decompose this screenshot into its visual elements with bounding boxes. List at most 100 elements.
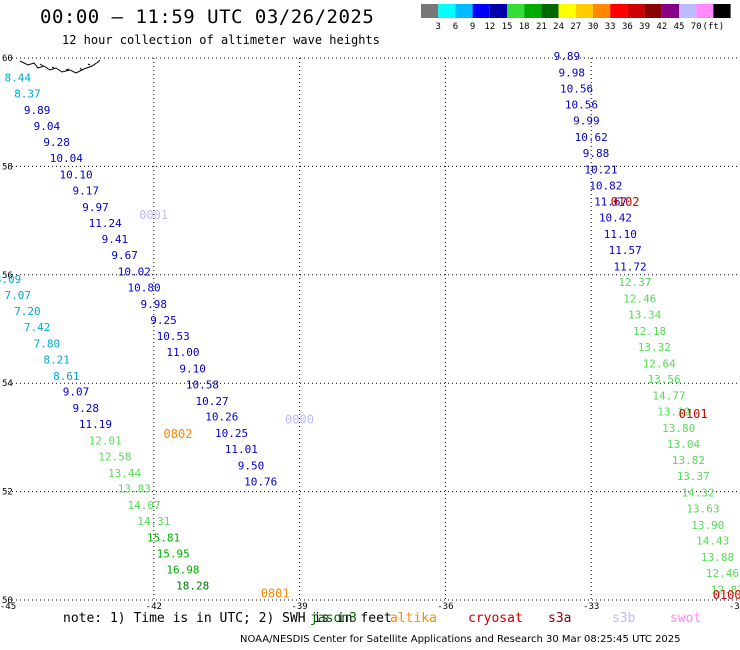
footer-note: note: 1) Time is in UTC; 2) SWH is in fe… [63,611,392,626]
wave-height-label: 9.98 [559,66,586,79]
wave-height-label: 13.90 [691,519,724,532]
colorbar-swatch [472,4,490,18]
y-tick-label: 58 [2,162,13,172]
wave-height-label: 10.02 [118,265,151,278]
wave-height-label: 12.37 [618,276,651,289]
axis-tick-labels: -45 -42 -39 -36 -33 -30 50 52 54 56 58 60 [0,54,740,610]
y-tick-label: 56 [2,271,13,281]
wave-height-label: 7.80 [34,337,61,350]
wave-height-label: 11.57 [609,244,642,257]
colorbar-tick-label: 12 [484,22,495,32]
colorbar-swatch [644,4,662,18]
colorbar-tick-label: (ft) [703,22,725,32]
wave-height-label: 9.98 [141,298,168,311]
colorbar-swatch [696,4,714,18]
colorbar-tick-label: 45 [674,22,685,32]
wave-height-label: 16.98 [166,563,199,576]
colorbar-tick-label: 42 [656,22,667,32]
wave-height-label: 15.81 [147,531,180,544]
colorbar-tick-label: 36 [622,22,633,32]
wave-height-label: 8.44 [4,71,31,84]
wave-height-label: 10.26 [205,411,238,424]
wave-height-label: 7.07 [4,289,31,302]
colorbar-tick-label: 70 [691,22,702,32]
wave-height-label: 7.42 [24,321,51,334]
wave-height-label: 9.97 [82,201,109,214]
wave-height-label: 10.76 [244,476,277,489]
wave-height-label: 9.67 [111,249,138,262]
wave-height-label: 11.01 [225,443,258,456]
wave-height-label: 9.28 [43,136,70,149]
wave-height-label: 8.21 [43,354,70,367]
wave-height-label: 14.32 [682,486,715,499]
colorbar-swatch [593,4,611,18]
wave-height-label: 9.17 [73,185,100,198]
wave-height-label: 13.80 [662,422,695,435]
wave-height-label: 12.64 [643,357,676,370]
wave-height-label: 13.37 [677,470,710,483]
colorbar-swatch [507,4,525,18]
wave-height-label: 10.82 [589,180,622,193]
chart-title: 00:00 – 11:59 UTC 03/26/2025 [40,6,375,28]
wave-height-label: 13.32 [638,341,671,354]
colorbar-tick-label: 21 [536,22,547,32]
colorbar-swatch [610,4,628,18]
satellite-legend-item: swot [670,611,702,626]
wave-height-label: 10.25 [215,427,248,440]
wave-height-label: 10.21 [584,163,617,176]
satellite-legend-item: altika [390,611,437,626]
x-tick-label: -39 [291,602,307,610]
y-tick-label: 54 [2,379,13,389]
wave-height-label: 9.28 [73,402,100,415]
wave-height-label: 9.07 [63,386,90,399]
wave-height-label: 12.18 [633,325,666,338]
colorbar-tick-label: 24 [553,22,564,32]
wave-height-label: 13.04 [667,438,700,451]
wave-height-label: 11.24 [89,217,122,230]
wave-height-label: 13.34 [628,309,661,322]
pass-time-label: 0101 [679,407,708,421]
wave-height-label: 10.04 [50,152,83,165]
colorbar-swatch [558,4,576,18]
colorbar-swatch [575,4,593,18]
x-tick-label: -30 [729,602,740,610]
wave-height-label: 10.42 [599,212,632,225]
wave-height-label: 11.00 [166,346,199,359]
wave-height-label: 11.72 [614,260,647,273]
wave-height-label: 9.88 [583,147,610,160]
colorbar-tick-label: 27 [570,22,581,32]
wave-height-label: 10.53 [157,330,190,343]
satellite-legend-item: cryosat [468,611,523,626]
wave-height-label: 13.44 [108,467,141,480]
colorbar-tick-label: 3 [435,22,440,32]
coast-islands [39,63,91,71]
colorbar-tick-label: 18 [519,22,530,32]
wave-height-label: 10.80 [128,282,161,295]
x-tick-label: -45 [0,602,16,610]
y-tick-label: 52 [2,488,13,498]
wave-height-label: 14.31 [137,515,170,528]
wave-height-label: 13.19 [657,406,690,419]
wave-height-label: 10.58 [186,379,219,392]
pass-time-label: 0000 [285,412,314,426]
x-tick-label: -42 [146,602,162,610]
x-tick-label: -36 [437,602,453,610]
colorbar-swatch [438,4,456,18]
wave-height-label: 8.37 [14,88,41,101]
wave-height-label: 9.25 [150,314,177,327]
wave-height-label: 8.61 [53,370,80,383]
wave-height-label: 14.43 [696,535,729,548]
pass-time-label: 0802 [164,427,193,441]
wave-height-label: 9.10 [179,362,206,375]
wave-height-label: 14.77 [652,389,685,402]
wave-height-label: 12.58 [98,451,131,464]
wave-height-label: 13.88 [701,551,734,564]
pass-time-label: 0100 [713,588,740,602]
wave-height-label: 7.20 [14,305,41,318]
footer-credit: NOAA/NESDIS Center for Satellite Applica… [240,634,681,645]
colorbar-swatch [421,4,439,18]
y-tick-label: 50 [2,596,13,606]
colorbar-swatch [541,4,559,18]
wave-height-label: 11.10 [604,228,637,241]
wave-height-label: 13.56 [648,373,681,386]
